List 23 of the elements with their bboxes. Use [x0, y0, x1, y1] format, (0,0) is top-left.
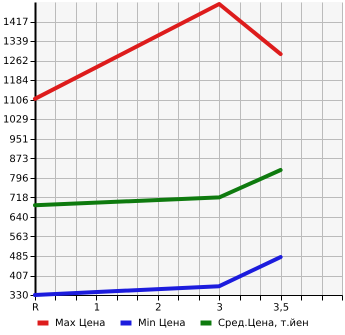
x-tick-label: 3,5: [273, 302, 290, 314]
y-tick-label: 330: [9, 290, 28, 302]
x-tick-label: 1: [94, 302, 100, 314]
y-tick-label: 1106: [3, 95, 28, 106]
y-tick-label: 1184: [3, 76, 28, 87]
y-tick-label: 485: [9, 252, 28, 263]
x-tick-label: R: [32, 302, 40, 314]
legend-label: Сред.Цена, т.йен: [218, 318, 309, 329]
x-tick-label: 3: [216, 302, 223, 314]
legend-label: Min Цена: [138, 318, 186, 329]
y-tick-label: 951: [9, 134, 28, 146]
y-tick-label: 1417: [3, 17, 28, 28]
legend-label: Max Цена: [55, 318, 106, 329]
y-tick-label: 1029: [3, 114, 28, 126]
y-tick-label: 1339: [3, 36, 28, 48]
y-tick-label: 1262: [3, 56, 28, 68]
y-tick-label: 640: [9, 212, 28, 224]
y-tick-label: 407: [9, 271, 28, 282]
x-tick-label: 2: [155, 302, 162, 314]
y-tick-label: 873: [9, 154, 28, 165]
y-tick-label: 796: [9, 173, 28, 184]
y-tick-label: 563: [9, 232, 28, 243]
y-tick-label: 718: [9, 192, 28, 204]
